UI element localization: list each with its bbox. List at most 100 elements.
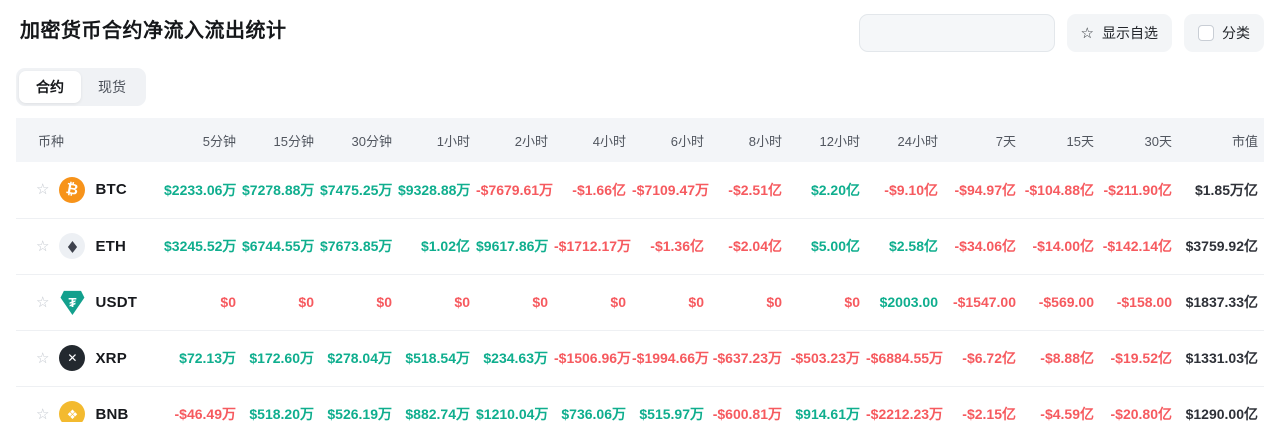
flow-value-cell: $9617.86万	[476, 238, 549, 254]
flow-value-cell: -$46.49万	[174, 406, 236, 422]
flow-value-cell: $0	[532, 294, 548, 310]
table-row-eth[interactable]: ☆ ◆ ETH $3245.52万 $6744.55万 $7673.85万 $1.02亿 $9…	[16, 218, 1264, 274]
flow-value-cell: $0	[766, 294, 782, 310]
flow-value-cell: -$211.90亿	[1103, 181, 1173, 198]
table-row-xrp[interactable]: ☆ ✕ XRP $72.13万 $172.60万 $278.04万 $518.54万 $234…	[16, 330, 1264, 386]
flow-value-cell: $2233.06万	[164, 181, 237, 198]
bnb-icon: ❖	[59, 401, 86, 422]
column-header: 1小时	[436, 133, 470, 149]
flow-value-cell: -$503.23万	[790, 350, 860, 366]
flow-value-cell: -$1.36亿	[650, 238, 704, 254]
flow-value-cell: -$158.00	[1116, 294, 1172, 310]
flow-value-cell: $278.04万	[327, 350, 392, 366]
category-checkbox[interactable]	[1198, 25, 1214, 41]
flow-value-cell: $0	[376, 294, 392, 310]
flow-value-cell: $2.20亿	[810, 181, 860, 198]
flow-value-cell: -$1506.96万	[554, 350, 632, 366]
column-header: 6小时	[670, 133, 704, 149]
table-row-btc[interactable]: ☆ ₿ BTC $2233.06万 $7278.88万 $7475.25万 $9328.88…	[16, 162, 1264, 218]
coin-symbol: ETH	[95, 237, 127, 255]
search-input[interactable]	[877, 25, 1054, 41]
flow-value-cell: -$2212.23万	[866, 406, 944, 422]
search-box[interactable]	[858, 14, 1055, 52]
table-body: ☆ ₿ BTC $2233.06万 $7278.88万 $7475.25万 $9328.88…	[16, 162, 1264, 422]
flow-value-cell: -$8.88亿	[1040, 350, 1094, 366]
flow-value-cell: -$1547.00	[952, 294, 1016, 310]
topbar: 加密货币合约净流入流出统计 ☆ 显示自选 分类	[0, 0, 1280, 52]
column-header: 8小时	[748, 133, 782, 149]
coin-symbol: USDT	[95, 293, 138, 311]
flow-value-cell: $518.20万	[249, 406, 314, 422]
tab-contract[interactable]: 合约	[19, 71, 81, 103]
column-header: 4小时	[592, 133, 626, 149]
flow-value-cell: -$600.81万	[712, 406, 782, 422]
flow-value-cell: -$2.15亿	[962, 406, 1016, 422]
favorite-star-icon[interactable]: ☆	[36, 405, 50, 422]
coin-cell: ☆ ₿ BTC	[16, 162, 164, 218]
flow-value-cell: $9328.88万	[398, 181, 471, 198]
flows-table: 币种 5分钟 15分钟 30分钟 1小时 2小时 4小时 6小时 8小时 12小时 24小时 7天 15…	[16, 118, 1264, 422]
table-row-bnb[interactable]: ☆ ❖ BNB -$46.49万 $518.20万 $526.19万 $882.74万 $12…	[16, 386, 1264, 422]
favorite-star-icon[interactable]: ☆	[36, 293, 50, 311]
flow-value-cell: -$2.04亿	[728, 238, 782, 254]
flow-value-cell: -$9.10亿	[884, 181, 938, 198]
column-header: 7天	[995, 133, 1016, 149]
column-header: 市值	[1231, 133, 1258, 149]
flow-value-cell: -$6.72亿	[962, 350, 1016, 366]
toolbar: ☆ 显示自选 分类	[858, 14, 1264, 52]
tab-spot[interactable]: 现货	[98, 79, 126, 95]
xrp-icon: ✕	[59, 345, 86, 371]
column-header: 币种	[38, 133, 65, 149]
flow-value-cell: $2003.00	[879, 294, 938, 310]
category-button[interactable]: 分类	[1184, 14, 1264, 52]
tabs: 合约 现货	[16, 68, 146, 106]
flow-value-cell: $0	[298, 294, 314, 310]
flow-value-cell: $526.19万	[327, 406, 392, 422]
flow-value-cell: -$1712.17万	[554, 238, 632, 254]
eth-icon: ◆	[59, 233, 86, 259]
flow-value-cell: $72.13万	[179, 350, 236, 366]
flow-value-cell: $7278.88万	[242, 181, 315, 198]
column-header: 5分钟	[202, 133, 236, 149]
market-cap-cell: $3759.92亿	[1185, 238, 1258, 254]
flows-table-wrap: 币种 5分钟 15分钟 30分钟 1小时 2小时 4小时 6小时 8小时 12小时 24小时 7天 15…	[16, 118, 1264, 422]
favorite-star-icon[interactable]: ☆	[36, 349, 50, 367]
flow-value-cell: -$569.00	[1038, 294, 1094, 310]
flow-value-cell: -$6884.55万	[866, 350, 944, 366]
flow-value-cell: $914.61万	[795, 406, 860, 422]
flow-value-cell: $0	[220, 294, 236, 310]
coin-cell: ☆ ❖ BNB	[16, 386, 164, 422]
flow-value-cell: $234.63万	[483, 350, 548, 366]
favorite-star-icon[interactable]: ☆	[36, 237, 50, 255]
flow-value-cell: $515.97万	[639, 406, 704, 422]
market-cap-cell: $1.85万亿	[1194, 181, 1258, 198]
flow-value-cell: $3245.52万	[164, 238, 237, 254]
flow-value-cell: $736.06万	[561, 406, 626, 422]
coin-symbol: XRP	[95, 349, 127, 367]
flow-value-cell: -$94.97亿	[954, 181, 1016, 198]
table-header-row: 币种 5分钟 15分钟 30分钟 1小时 2小时 4小时 6小时 8小时 12小时 24小时 7天 15…	[16, 118, 1264, 162]
star-icon: ☆	[1080, 24, 1094, 42]
flow-value-cell: $5.00亿	[810, 238, 860, 254]
category-label: 分类	[1222, 25, 1250, 41]
show-favorites-button[interactable]: ☆ 显示自选	[1066, 14, 1172, 52]
favorite-star-icon[interactable]: ☆	[36, 181, 50, 199]
table-row-usdt[interactable]: ☆ ₮ USDT $0 $0 $0 $0 $0 $0 $0 $0 $0 $2003.00 -$1547.0…	[16, 274, 1264, 330]
page-title: 加密货币合约净流入流出统计	[20, 20, 287, 42]
flow-value-cell: $0	[844, 294, 860, 310]
column-header: 12小时	[819, 133, 860, 149]
column-header: 15分钟	[273, 133, 314, 149]
coin-symbol: BNB	[95, 405, 129, 422]
flow-value-cell: -$7679.61万	[476, 181, 554, 198]
flow-value-cell: $0	[688, 294, 704, 310]
usdt-icon: ₮	[60, 290, 85, 315]
coin-symbol: BTC	[95, 181, 127, 199]
flow-value-cell: -$20.80亿	[1110, 406, 1172, 422]
flow-value-cell: -$7109.47万	[632, 181, 710, 198]
column-header: 30天	[1144, 133, 1172, 149]
flow-value-cell: -$1994.66万	[632, 350, 710, 366]
btc-icon: ₿	[59, 176, 86, 203]
coin-cell: ☆ ₮ USDT	[16, 274, 164, 330]
flow-value-cell: $7673.85万	[320, 238, 393, 254]
column-header: 15天	[1066, 133, 1094, 149]
